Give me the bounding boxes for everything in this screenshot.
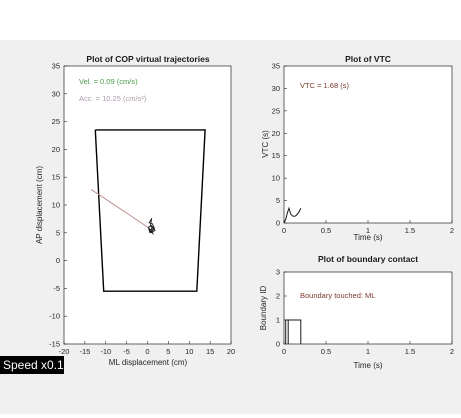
cop-ytick-label: -10 bbox=[49, 312, 60, 321]
vtc-ylabel: VTC (s) bbox=[261, 130, 270, 158]
boundary-xtick-label: 2 bbox=[450, 347, 454, 356]
boundary-xtick-label: 1 bbox=[366, 347, 370, 356]
figure-window: Plot of COP virtual trajectories ML disp… bbox=[0, 40, 461, 414]
boundary-annotation: Boundary touched: ML bbox=[300, 291, 375, 300]
vtc-plot: Plot of VTC Time (s) VTC (s) 0 0.5 1 1.5 2 0… bbox=[261, 54, 454, 242]
vtc-xtick-label: 0.5 bbox=[321, 226, 331, 235]
boundary-contact-line bbox=[285, 319, 302, 344]
boundary-ytick-label: 0 bbox=[276, 340, 280, 349]
vtc-xtick-label: 1 bbox=[366, 226, 370, 235]
cop-ytick-label: 25 bbox=[52, 117, 60, 126]
cop-xtick-label: -20 bbox=[59, 347, 70, 356]
acceleration-text: Acc. = 10.25 (cm/s²) bbox=[79, 94, 147, 103]
velocity-text: Vel. = 0.09 (cm/s) bbox=[79, 77, 138, 86]
vtc-axes-box bbox=[283, 65, 453, 224]
boundary-xtick-label: 1.5 bbox=[405, 347, 415, 356]
vtc-xtick-label: 2 bbox=[450, 226, 454, 235]
cop-xtick-label: -10 bbox=[100, 347, 111, 356]
cop-axes-box bbox=[63, 65, 232, 345]
cop-ylabel: AP displacement (cm) bbox=[35, 166, 44, 244]
boundary-ytick-label: 2 bbox=[276, 292, 280, 301]
cop-xtick-label: 0 bbox=[145, 347, 149, 356]
cop-ytick-label: 10 bbox=[52, 201, 60, 210]
vtc-xlabel: Time (s) bbox=[353, 233, 382, 242]
cop-xtick-label: 20 bbox=[227, 347, 235, 356]
vtc-xtick-label: 0 bbox=[282, 226, 286, 235]
vtc-ytick-label: 15 bbox=[272, 151, 280, 160]
vtc-ytick-label: 0 bbox=[276, 219, 280, 228]
boundary-xlabel: Time (s) bbox=[353, 361, 382, 370]
cop-ytick-label: 35 bbox=[52, 62, 60, 71]
cop-ytick-label: 30 bbox=[52, 89, 60, 98]
boundary-ytick-label: 3 bbox=[276, 268, 280, 277]
vtc-annotation: VTC = 1.68 (s) bbox=[300, 81, 349, 90]
boundary-ytick-label: 1 bbox=[276, 316, 280, 325]
vtc-ytick-label: 25 bbox=[272, 106, 280, 115]
vtc-y-ticks: 0 5 10 15 20 25 30 35 bbox=[272, 62, 287, 228]
cop-xtick-label: 10 bbox=[185, 347, 193, 356]
cop-ytick-label: 0 bbox=[56, 256, 60, 265]
vtc-ytick-label: 5 bbox=[276, 196, 280, 205]
vtc-ytick-label: 30 bbox=[272, 84, 280, 93]
boundary-plot: Plot of boundary contact Time (s) Bounda… bbox=[259, 254, 454, 370]
cop-ytick-label: 15 bbox=[52, 173, 60, 182]
speed-badge: Speed x0.1 bbox=[0, 356, 64, 374]
virtual-trajectory-line bbox=[90, 188, 150, 229]
cop-x-ticks: -20 -15 -10 -5 0 5 10 15 20 bbox=[59, 341, 235, 356]
cop-ytick-label: 5 bbox=[56, 228, 60, 237]
vtc-ytick-label: 35 bbox=[272, 62, 280, 71]
cop-y-ticks: -15 -10 -5 0 5 10 15 20 25 30 35 bbox=[49, 62, 67, 349]
cop-xtick-label: 5 bbox=[166, 347, 170, 356]
figure-canvas: Plot of COP virtual trajectories ML disp… bbox=[35, 54, 454, 370]
cop-xtick-label: -5 bbox=[123, 347, 130, 356]
vtc-series-line bbox=[283, 206, 302, 224]
vtc-x-ticks: 0 0.5 1 1.5 2 bbox=[282, 220, 454, 235]
vtc-plot-title: Plot of VTC bbox=[345, 54, 391, 64]
cop-plot: Plot of COP virtual trajectories ML disp… bbox=[35, 54, 235, 367]
boundary-xtick-label: 0 bbox=[282, 347, 286, 356]
boundary-x-ticks: 0 0.5 1 1.5 2 bbox=[282, 341, 454, 356]
cop-plot-title: Plot of COP virtual trajectories bbox=[86, 54, 209, 64]
vtc-ytick-label: 10 bbox=[272, 174, 280, 183]
vtc-xtick-label: 1.5 bbox=[405, 226, 415, 235]
cop-ytick-label: -5 bbox=[53, 284, 60, 293]
cop-ytick-label: -15 bbox=[49, 340, 60, 349]
cop-xtick-label: -15 bbox=[79, 347, 90, 356]
cop-ytick-label: 20 bbox=[52, 145, 60, 154]
vtc-ytick-label: 20 bbox=[272, 129, 280, 138]
boundary-polygon bbox=[94, 129, 206, 292]
cop-xtick-label: 15 bbox=[206, 347, 214, 356]
cop-trace-line bbox=[147, 218, 156, 235]
cop-xlabel: ML displacement (cm) bbox=[109, 358, 188, 367]
boundary-axes-box bbox=[283, 271, 453, 345]
boundary-ylabel: Boundary ID bbox=[259, 286, 268, 331]
boundary-plot-title: Plot of boundary contact bbox=[318, 254, 418, 264]
boundary-xtick-label: 0.5 bbox=[321, 347, 331, 356]
